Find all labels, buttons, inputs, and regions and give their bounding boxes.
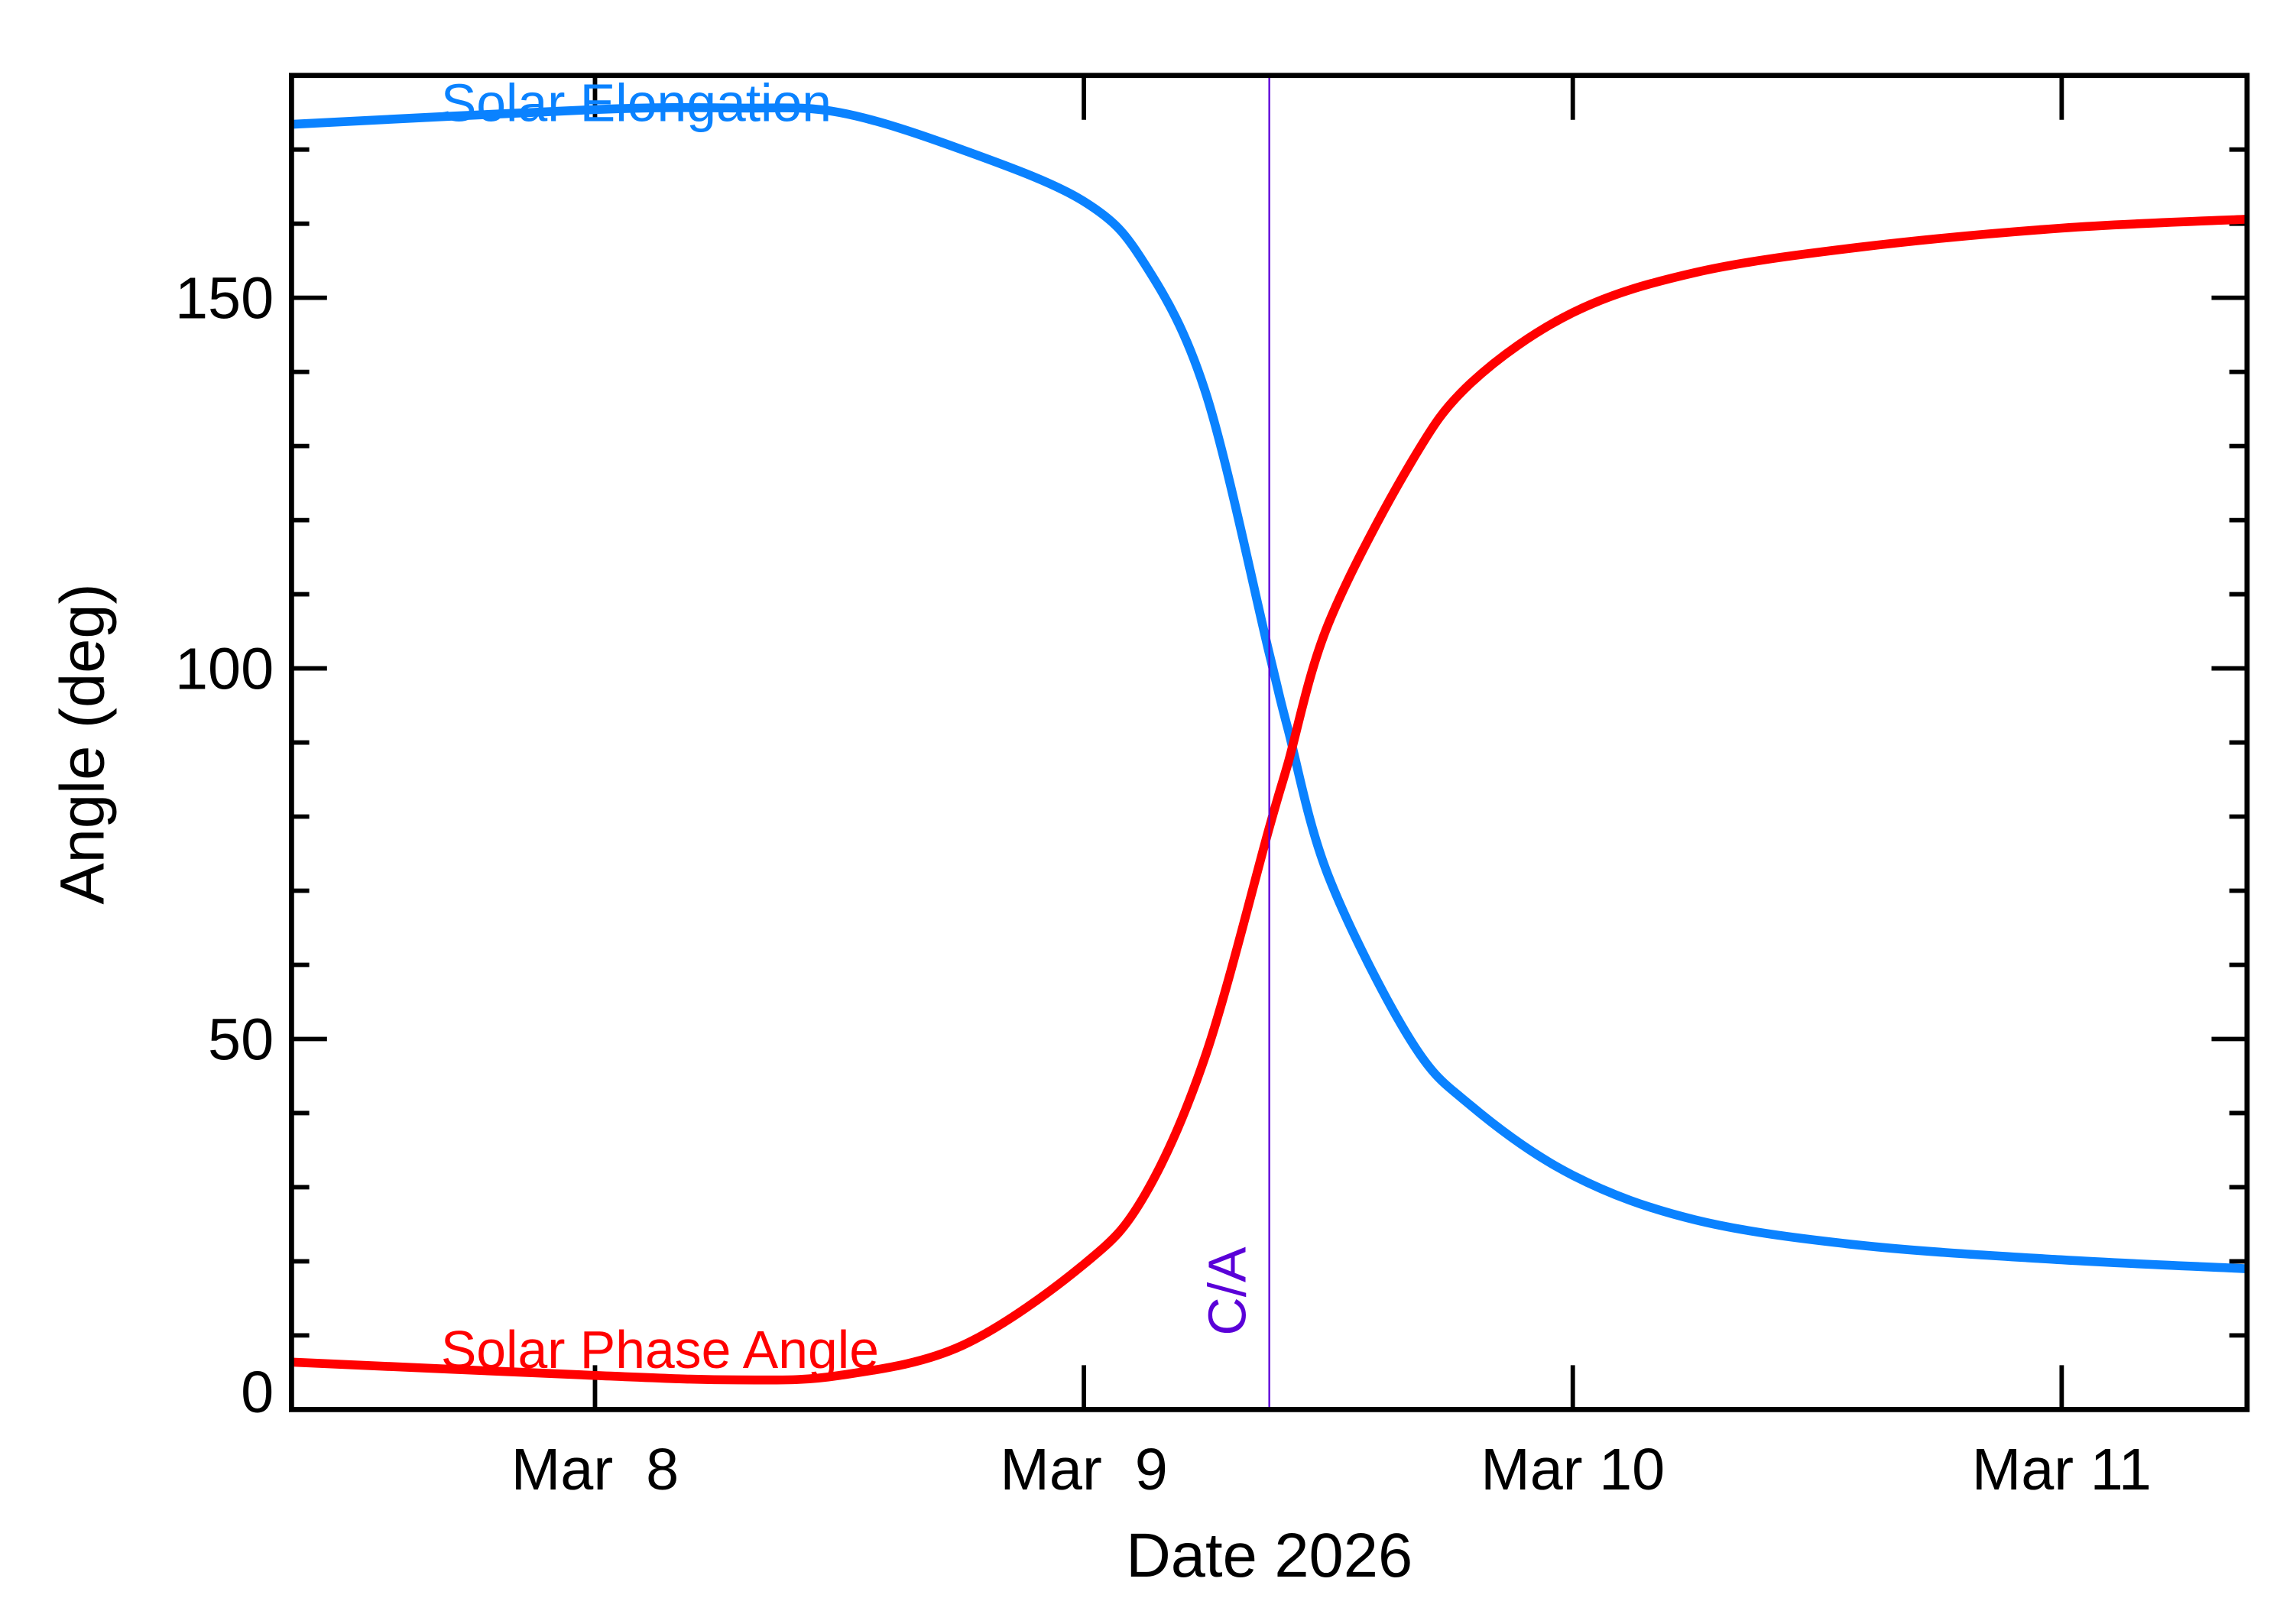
- x-tick-label: Mar 11: [1972, 1437, 2152, 1502]
- series-lines: [291, 102, 2248, 1385]
- y-tick-label: 150: [175, 266, 274, 332]
- x-tick-label: Mar 8: [511, 1437, 679, 1502]
- closest-approach-label: C/A: [1198, 1246, 1257, 1336]
- plot-frame: [288, 73, 2250, 1412]
- y-tick-label: 0: [241, 1360, 274, 1425]
- x-tick-label: Mar 10: [1481, 1437, 1665, 1502]
- series-label-solar-phase-angle: Solar Phase Angle: [441, 1320, 879, 1379]
- x-tick-label: Mar 9: [1000, 1437, 1167, 1502]
- y-tick-label: 100: [175, 637, 274, 702]
- y-tick-label: 50: [208, 1007, 274, 1073]
- series-line-solar-phase-angle: [291, 215, 2248, 1385]
- x-axis-title: Date 2026: [1126, 1521, 1412, 1590]
- series-label-solar-elongation: Solar Elongation: [441, 73, 832, 133]
- series-line-solar-elongation: [291, 102, 2248, 1273]
- tick-labels: 0 50 100 150 Mar 8 Mar 9 Mar 10 Mar 11: [175, 266, 2152, 1502]
- y-axis-title: Angle (deg): [48, 583, 118, 904]
